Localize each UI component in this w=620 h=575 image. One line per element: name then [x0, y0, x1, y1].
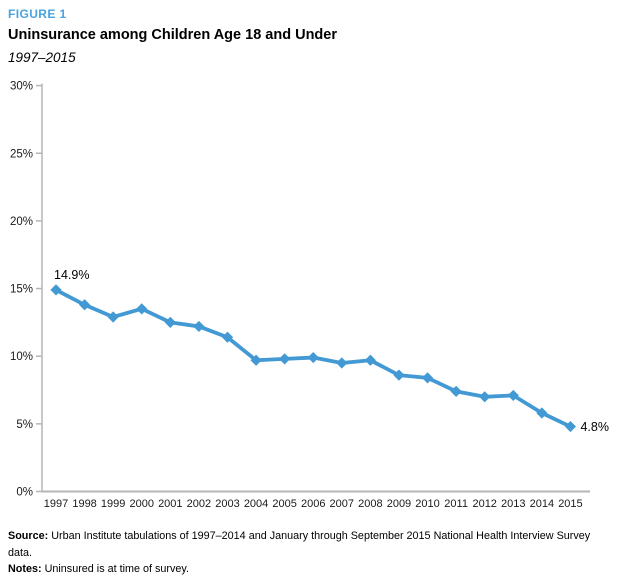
data-point-2010 — [421, 372, 434, 384]
x-axis-tick-label: 1999 — [101, 498, 125, 510]
x-axis-tick-label: 2010 — [415, 498, 439, 510]
data-point-2008 — [364, 354, 376, 366]
y-axis-tick-label: 15% — [10, 284, 33, 296]
data-label-2015: 4.8% — [580, 420, 609, 434]
x-axis-tick-label: 2014 — [530, 498, 554, 510]
x-axis-tick-label: 2011 — [444, 498, 468, 510]
x-axis-tick-label: 2013 — [501, 498, 525, 510]
data-point-2005 — [279, 353, 291, 365]
data-point-2002 — [193, 320, 205, 333]
source-text: Urban Institute tabulations of 1997–2014… — [8, 530, 591, 559]
data-point-1998 — [78, 299, 91, 311]
data-point-2003 — [221, 331, 234, 343]
y-axis-tick-label: 5% — [16, 419, 33, 431]
y-axis-tick-label: 30% — [10, 81, 33, 93]
y-axis-tick-label: 20% — [10, 216, 33, 228]
data-point-2009 — [393, 369, 405, 381]
x-axis-tick-label: 2007 — [330, 498, 354, 510]
notes-label: Notes: — [8, 563, 42, 575]
data-point-2007 — [336, 357, 348, 369]
chart-subtitle: 1997–2015 — [8, 50, 76, 65]
data-point-2006 — [307, 351, 319, 364]
notes-text: Uninsured is at time of survey. — [41, 563, 190, 575]
x-axis-tick-label: 2005 — [272, 498, 296, 510]
data-point-2014 — [536, 407, 548, 419]
source-label: Source: — [8, 530, 49, 542]
data-point-1997 — [50, 284, 62, 296]
x-axis-tick-label: 2006 — [301, 498, 325, 510]
x-axis-tick-label: 2012 — [472, 498, 496, 510]
source-line: Source: Urban Institute tabulations of 1… — [8, 528, 616, 561]
data-point-2012 — [479, 391, 491, 403]
x-axis-tick-label: 2015 — [558, 498, 582, 510]
x-axis-tick-label: 1997 — [44, 498, 68, 510]
x-axis-tick-label: 2002 — [187, 498, 211, 510]
data-point-1999 — [107, 311, 119, 323]
x-axis-tick-label: 2000 — [129, 498, 153, 510]
x-axis-tick-label: 2004 — [244, 498, 268, 510]
data-point-2001 — [164, 316, 176, 328]
data-label-1997: 14.9% — [54, 268, 89, 282]
data-point-2004 — [250, 354, 262, 366]
data-point-2000 — [136, 303, 148, 315]
figure-label: FIGURE 1 — [8, 7, 67, 21]
data-point-2015 — [564, 420, 577, 433]
chart-title: Uninsurance among Children Age 18 and Un… — [8, 27, 337, 43]
y-axis-tick-label: 25% — [10, 148, 33, 160]
chart-footnotes: Source: Urban Institute tabulations of 1… — [8, 528, 616, 575]
y-axis-tick-label: 0% — [16, 487, 33, 499]
x-axis-tick-label: 2008 — [358, 498, 382, 510]
x-axis-tick-label: 2009 — [387, 498, 411, 510]
notes-line: Notes: Uninsured is at time of survey. — [8, 561, 616, 575]
data-point-2011 — [450, 385, 462, 397]
data-point-2013 — [507, 389, 519, 402]
y-axis-tick-label: 10% — [10, 351, 33, 363]
x-axis-tick-label: 1998 — [72, 498, 96, 510]
x-axis-tick-label: 2001 — [158, 498, 182, 510]
x-axis-tick-label: 2003 — [215, 498, 239, 510]
